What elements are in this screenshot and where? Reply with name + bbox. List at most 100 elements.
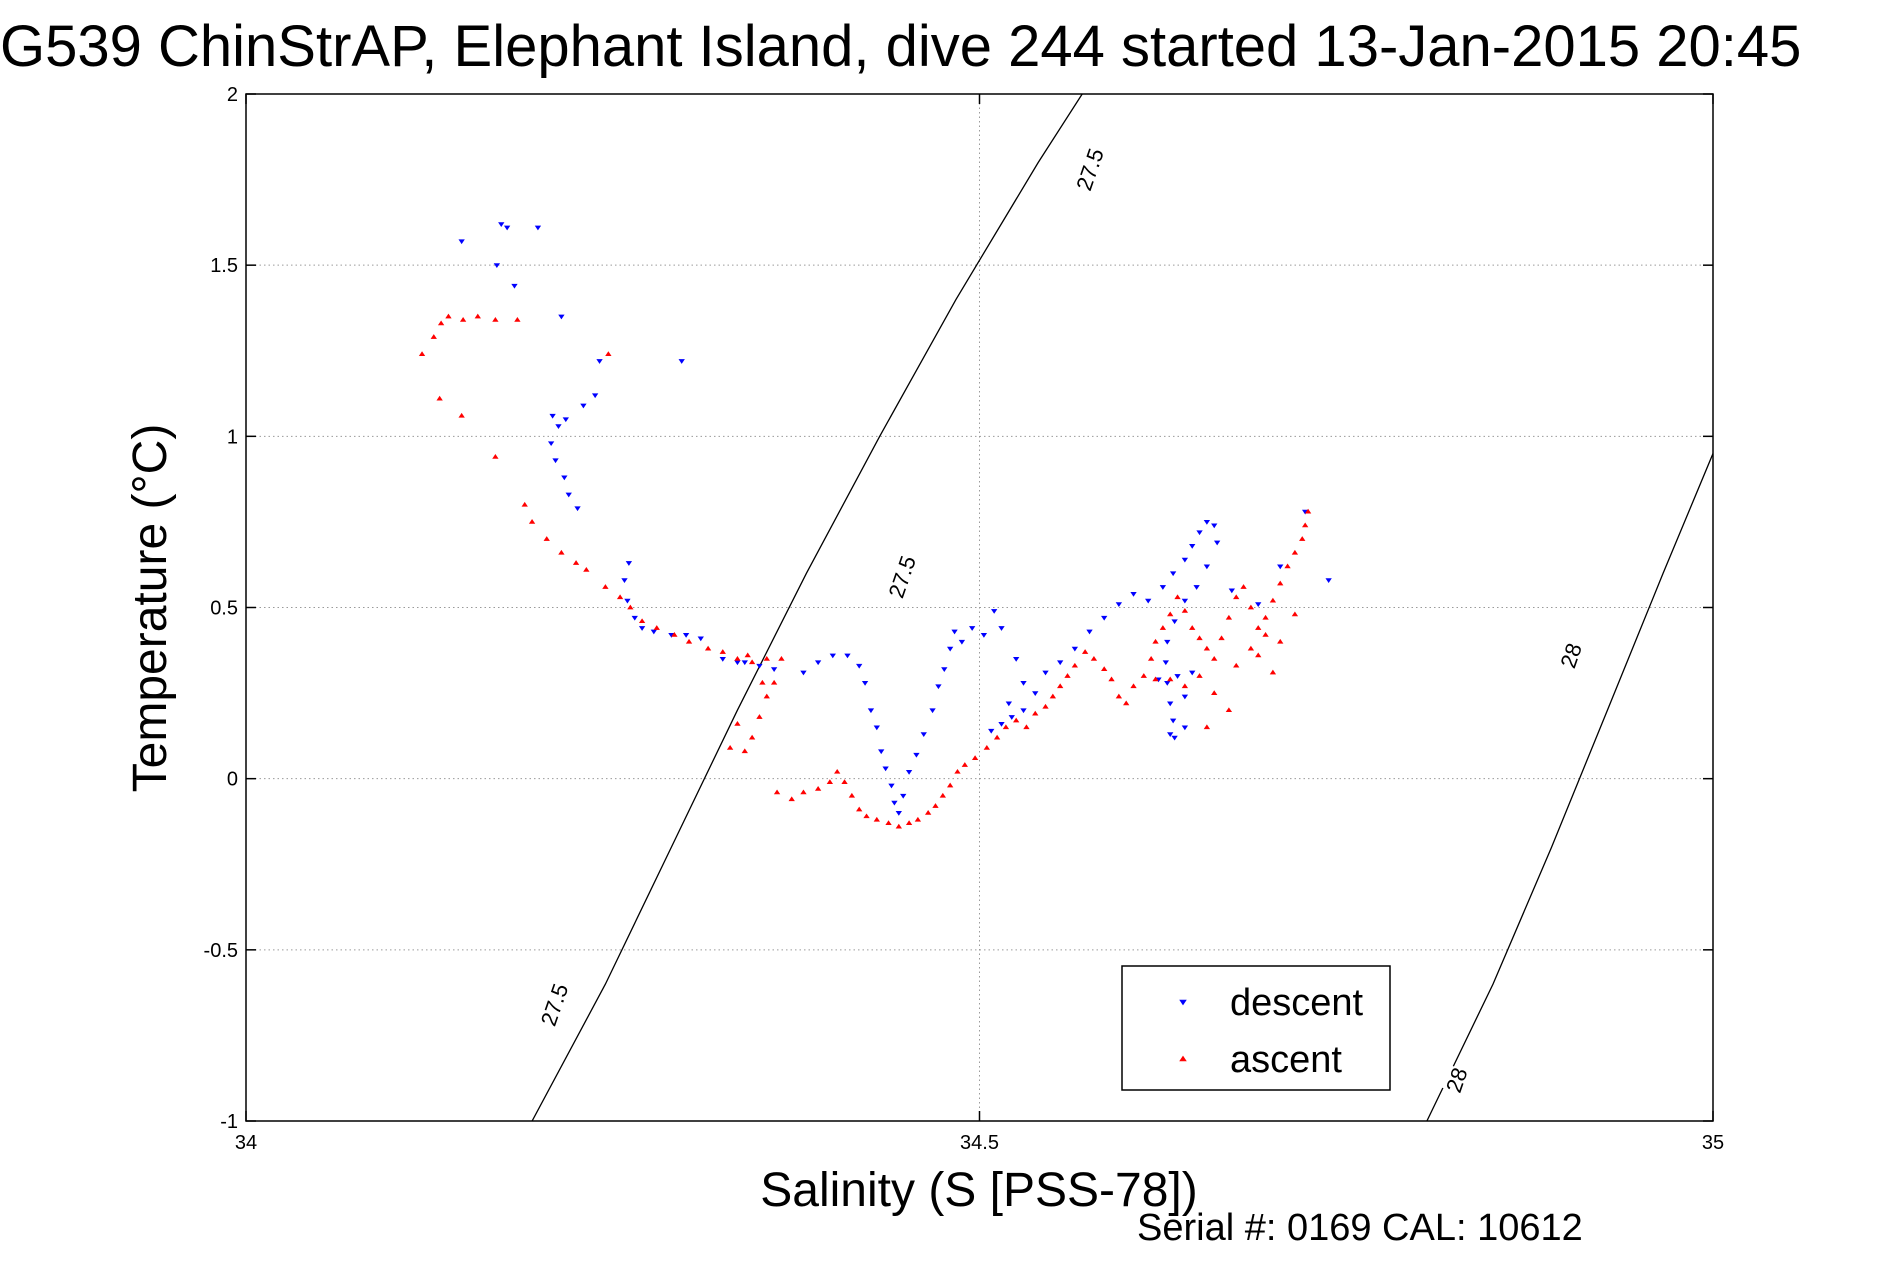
ascent-point bbox=[939, 792, 946, 798]
ascent-point bbox=[1284, 563, 1291, 569]
ascent-point bbox=[445, 313, 452, 319]
ascent-point bbox=[602, 584, 609, 589]
x-tick-label: 34.5 bbox=[960, 1132, 999, 1154]
ascent-point bbox=[458, 412, 465, 418]
ascent-point bbox=[1189, 625, 1196, 630]
descent-point bbox=[1167, 732, 1174, 738]
descent-point bbox=[1162, 660, 1169, 666]
descent-point bbox=[511, 283, 518, 289]
ascent-point bbox=[1130, 683, 1137, 689]
descent-point bbox=[624, 598, 631, 604]
descent-point bbox=[562, 417, 569, 423]
descent-point bbox=[998, 626, 1005, 631]
ascent-point bbox=[1302, 522, 1309, 528]
y-tick-label: 1 bbox=[227, 426, 238, 448]
ascent-point bbox=[1233, 594, 1240, 600]
ascent-point bbox=[1240, 584, 1247, 589]
descent-point bbox=[682, 633, 690, 638]
ascent-point bbox=[741, 748, 748, 754]
ascent-point bbox=[1147, 655, 1155, 661]
descent-point bbox=[678, 359, 685, 364]
descent-point bbox=[920, 732, 927, 738]
legend-marker-descent bbox=[1179, 999, 1187, 1006]
descent-point bbox=[756, 663, 763, 669]
descent-point bbox=[574, 506, 581, 512]
descent-point bbox=[719, 656, 726, 662]
ascent-point bbox=[734, 655, 741, 661]
ascent-point bbox=[671, 632, 678, 637]
descent-point bbox=[534, 225, 542, 231]
ascent-point bbox=[773, 789, 781, 795]
descent-point bbox=[1181, 557, 1189, 563]
ascent-point bbox=[983, 744, 990, 750]
ascent-point bbox=[1152, 676, 1159, 682]
descent-point bbox=[1255, 602, 1262, 607]
descent-point bbox=[1189, 544, 1196, 549]
descent-point bbox=[1213, 540, 1221, 546]
ascent-point bbox=[895, 823, 902, 829]
descent-point bbox=[1115, 602, 1123, 607]
descent-point bbox=[1174, 674, 1181, 679]
ascent-point bbox=[1002, 724, 1010, 730]
ascent-point bbox=[763, 655, 770, 661]
y-axis-label: Temperature (°C) bbox=[124, 424, 177, 793]
descent-point bbox=[1145, 598, 1152, 604]
descent-point bbox=[829, 653, 836, 659]
descent-point bbox=[650, 629, 657, 635]
descent-point bbox=[1005, 701, 1013, 707]
ascent-point bbox=[653, 625, 660, 630]
descent-point bbox=[558, 314, 565, 320]
descent-point bbox=[734, 660, 741, 666]
ascent-point bbox=[1211, 655, 1218, 661]
ascent-point bbox=[1277, 638, 1284, 644]
descent-point bbox=[856, 663, 863, 669]
descent-point bbox=[1171, 735, 1178, 741]
axis-ticks: 34 34.5 35 -1 -0.5 0 0.5 1 1.5 2 bbox=[204, 84, 1725, 1154]
ascent-point bbox=[1277, 580, 1284, 586]
ascent-point bbox=[1049, 693, 1057, 699]
descent-point bbox=[800, 670, 807, 676]
y-tick-label: -1 bbox=[220, 1111, 238, 1133]
ascent-point bbox=[1247, 645, 1255, 651]
ascent-point bbox=[1269, 597, 1277, 603]
ascent-point bbox=[932, 803, 939, 808]
ascent-point bbox=[627, 604, 634, 610]
ascent-point bbox=[474, 313, 481, 319]
ascent-point bbox=[1225, 614, 1233, 620]
descent-point bbox=[888, 783, 895, 789]
ascent-point bbox=[856, 806, 863, 812]
x-tick-label: 35 bbox=[1702, 1132, 1724, 1154]
ascent-point bbox=[1255, 625, 1262, 630]
descent-point bbox=[1189, 670, 1196, 676]
ascent-point bbox=[1159, 625, 1167, 630]
ascent-point bbox=[1181, 683, 1189, 689]
ascent-point bbox=[1269, 669, 1277, 675]
ascent-point bbox=[685, 638, 693, 644]
ascent-point bbox=[1108, 676, 1115, 682]
ascent-point bbox=[1090, 655, 1098, 661]
descent-point bbox=[891, 800, 898, 806]
descent-point bbox=[1203, 564, 1211, 570]
ascent-point bbox=[558, 549, 565, 555]
ascent-point bbox=[1167, 611, 1174, 617]
descent-point bbox=[1169, 718, 1177, 724]
descent-point bbox=[969, 626, 976, 631]
descent-point bbox=[991, 609, 998, 614]
ascent-point bbox=[744, 652, 751, 658]
legend: descent ascent bbox=[1121, 965, 1391, 1091]
x-axis-label: Salinity (S [PSS-78]) bbox=[760, 1164, 1197, 1217]
ascent-point bbox=[954, 768, 961, 774]
legend-box bbox=[1121, 965, 1391, 1091]
descent-point bbox=[1008, 715, 1015, 720]
ascent-point bbox=[946, 782, 954, 788]
ascent-point bbox=[572, 560, 580, 565]
descent-point bbox=[621, 578, 628, 583]
ascent-point bbox=[436, 395, 443, 401]
ascent-point bbox=[993, 734, 1001, 740]
descent-point bbox=[873, 725, 880, 731]
ascent-point bbox=[616, 594, 624, 600]
ascent-point bbox=[1057, 683, 1064, 689]
descent-point bbox=[867, 708, 875, 714]
descent-point bbox=[1020, 708, 1027, 714]
